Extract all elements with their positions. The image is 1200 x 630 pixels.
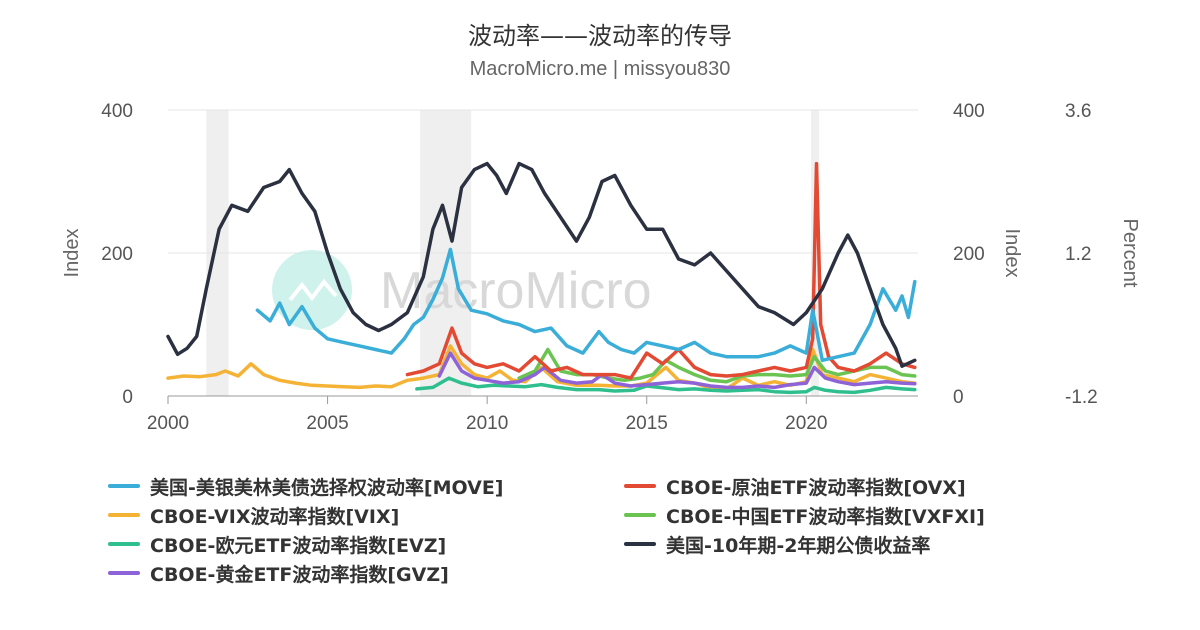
legend-label: 美国-10年期-2年期公债收益率: [666, 534, 931, 557]
legend-swatch: [108, 571, 140, 575]
y-right-percent-tick-label: 1.2: [1065, 244, 1091, 265]
series-line-gvz: [437, 351, 917, 390]
series-lines: [166, 161, 917, 395]
y-right-index-axis-title: Index: [1001, 229, 1023, 278]
y-right-percent-tick-label: -1.2: [1065, 387, 1098, 408]
y-left-tick-label: 200: [101, 244, 133, 265]
legend-item-move[interactable]: 美国-美银美林美债选择权波动率[MOVE]: [108, 472, 504, 500]
legend-swatch: [108, 542, 140, 546]
legend-label: CBOE-原油ETF波动率指数[OVX]: [666, 476, 966, 499]
x-tick-label: 2000: [147, 413, 189, 434]
x-tick-label: 2015: [626, 413, 668, 434]
y-left-axis-title: Index: [61, 229, 83, 278]
chart-title: 波动率——波动率的传导: [468, 22, 732, 50]
legend-swatch: [624, 513, 656, 517]
y-right-index-tick-label: 0: [953, 387, 964, 408]
x-tick-label: 2005: [306, 413, 348, 434]
y-right-percent-tick-label: 3.6: [1065, 101, 1091, 122]
legend-label: CBOE-欧元ETF波动率指数[EVZ]: [150, 534, 447, 557]
y-left-tick-label: 0: [122, 387, 133, 408]
legend-label: CBOE-中国ETF波动率指数[VXFXI]: [666, 505, 985, 528]
legend-label: 美国-美银美林美债选择权波动率[MOVE]: [150, 476, 504, 499]
y-right-percent-axis-title: Percent: [1119, 219, 1141, 288]
legend-swatch: [108, 513, 140, 517]
x-tick-label: 2020: [785, 413, 827, 434]
series-line-evz: [415, 376, 917, 395]
legend-item-gvz[interactable]: CBOE-黄金ETF波动率指数[GVZ]: [108, 559, 449, 587]
chart-plot: MacroMicro 0 200 400 0 200 400 -1.2 1.2 3.6 2000 2…: [61, 101, 1141, 434]
y-right-index-tick-label: 400: [953, 101, 985, 122]
legend-item-evz[interactable]: CBOE-欧元ETF波动率指数[EVZ]: [108, 530, 446, 558]
watermark-text: MacroMicro: [380, 262, 652, 320]
legend-swatch: [624, 542, 656, 546]
series-line-yield: [166, 161, 917, 368]
legend-swatch: [108, 484, 140, 488]
legend-swatch: [624, 484, 656, 488]
legend-label: CBOE-VIX波动率指数[VIX]: [150, 505, 400, 528]
series-line-move: [255, 247, 917, 363]
gridlines: [168, 109, 918, 397]
legend-item-ovx[interactable]: CBOE-原油ETF波动率指数[OVX]: [624, 472, 966, 500]
legend-item-vix[interactable]: CBOE-VIX波动率指数[VIX]: [108, 501, 399, 529]
y-left-tick-label: 400: [101, 101, 133, 122]
axes: 0 200 400 0 200 400 -1.2 1.2 3.6 2000 2005 2010 2015…: [61, 101, 1141, 434]
legend-label: CBOE-黄金ETF波动率指数[GVZ]: [150, 563, 449, 586]
legend-item-yield[interactable]: 美国-10年期-2年期公债收益率: [624, 530, 930, 558]
legend-item-vxfxi[interactable]: CBOE-中国ETF波动率指数[VXFXI]: [624, 501, 985, 529]
x-tick-label: 2010: [466, 413, 508, 434]
watermark-wave-icon: [288, 278, 338, 302]
chart-subtitle: MacroMicro.me | missyou830: [469, 58, 731, 80]
y-right-index-tick-label: 200: [953, 244, 985, 265]
